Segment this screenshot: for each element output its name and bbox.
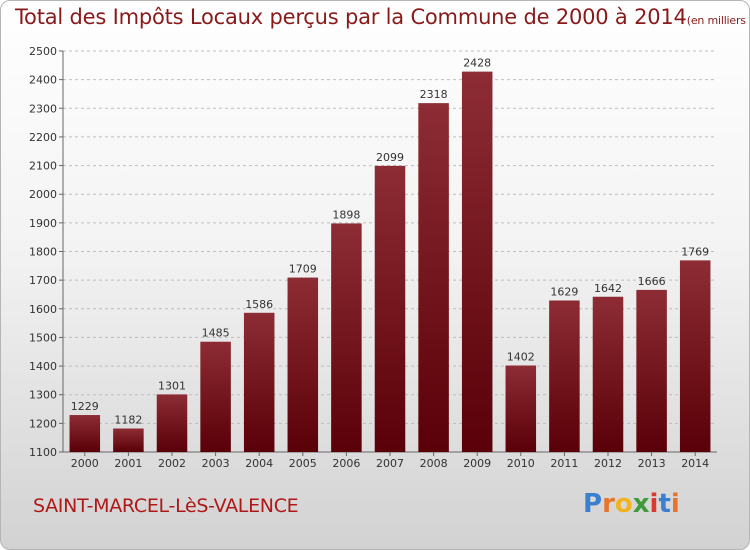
bar-2008 (418, 103, 449, 452)
logo-letter: i (649, 489, 659, 519)
x-tick-label: 2002 (158, 457, 186, 470)
data-label: 1709 (289, 263, 317, 276)
logo-letter: r (602, 489, 615, 519)
data-label: 1666 (638, 275, 666, 288)
x-tick-label: 2006 (332, 457, 360, 470)
bar-2000 (69, 415, 101, 452)
x-tick-label: 2004 (245, 457, 273, 470)
x-tick-label: 2005 (289, 457, 317, 470)
data-label: 1629 (550, 285, 578, 298)
bar-2010 (505, 365, 537, 452)
data-label: 1586 (245, 298, 273, 311)
y-tick-label: 1700 (29, 274, 57, 287)
data-label: 1402 (507, 350, 535, 363)
y-tick-label: 2100 (29, 160, 57, 173)
y-tick-label: 2400 (29, 74, 57, 87)
data-label: 2318 (420, 88, 448, 101)
y-tick-label: 2200 (29, 131, 57, 144)
x-tick-label: 2009 (463, 457, 491, 470)
chart-title-text: Total des Impôts Locaux perçus par la Co… (15, 5, 687, 29)
y-tick-label: 1200 (29, 417, 57, 430)
bar-2002 (156, 394, 188, 452)
y-tick-label: 1500 (29, 331, 57, 344)
logo-letter: o (614, 489, 633, 519)
bar-2007 (374, 165, 406, 453)
data-label: 1485 (202, 327, 230, 340)
bar-2001 (113, 428, 144, 452)
chart-title: Total des Impôts Locaux perçus par la Co… (15, 5, 749, 29)
bar-2013 (636, 289, 667, 452)
y-tick-label: 1900 (29, 217, 57, 230)
bar-2005 (287, 277, 319, 452)
x-tick-label: 2011 (550, 457, 578, 470)
bar-2003 (200, 341, 231, 452)
bar-2011 (549, 300, 580, 452)
bars (69, 71, 711, 453)
data-label: 1182 (114, 414, 142, 427)
y-tick-label: 2000 (29, 188, 57, 201)
labels: 1100 1200 1300 1400 1500 1600 1700 1800 1900 2000… (29, 45, 709, 470)
data-label: 1769 (681, 245, 709, 258)
x-tick-label: 2007 (376, 457, 404, 470)
commune-name: SAINT-MARCEL-LèS-VALENCE (33, 495, 299, 517)
y-tick-label: 1800 (29, 246, 57, 259)
x-tick-label: 2012 (594, 457, 622, 470)
y-tick-label: 2300 (29, 102, 57, 115)
data-label: 1642 (594, 282, 622, 295)
y-tick-label: 1600 (29, 303, 57, 316)
bar-2009 (461, 71, 493, 452)
bar-2014 (679, 260, 711, 452)
data-label: 1898 (332, 208, 360, 221)
logo-letter: x (632, 489, 650, 519)
x-tick-label: 2014 (681, 457, 709, 470)
x-tick-label: 2000 (71, 457, 99, 470)
bar-2004 (243, 312, 275, 452)
x-tick-label: 2010 (507, 457, 535, 470)
x-tick-label: 2001 (114, 457, 142, 470)
x-tick-label: 2003 (202, 457, 230, 470)
logo-letter: P (583, 489, 603, 519)
x-tick-label: 2013 (638, 457, 666, 470)
logo-letter: t (658, 489, 671, 519)
logo-letter: i (670, 489, 680, 519)
y-tick-label: 1100 (29, 446, 57, 459)
y-tick-label: 2500 (29, 45, 57, 58)
y-tick-label: 1300 (29, 389, 57, 402)
proxiti-logo[interactable]: Proxiti (583, 489, 680, 519)
chart-title-unit: (en milliers d'€) (686, 14, 749, 27)
data-label: 2099 (376, 151, 404, 164)
x-tick-label: 2008 (420, 457, 448, 470)
data-label: 1229 (71, 400, 99, 413)
bar-2006 (331, 223, 362, 452)
bar-2012 (592, 296, 624, 452)
data-label: 2428 (463, 57, 491, 70)
data-label: 1301 (158, 379, 186, 392)
y-tick-label: 1400 (29, 360, 57, 373)
